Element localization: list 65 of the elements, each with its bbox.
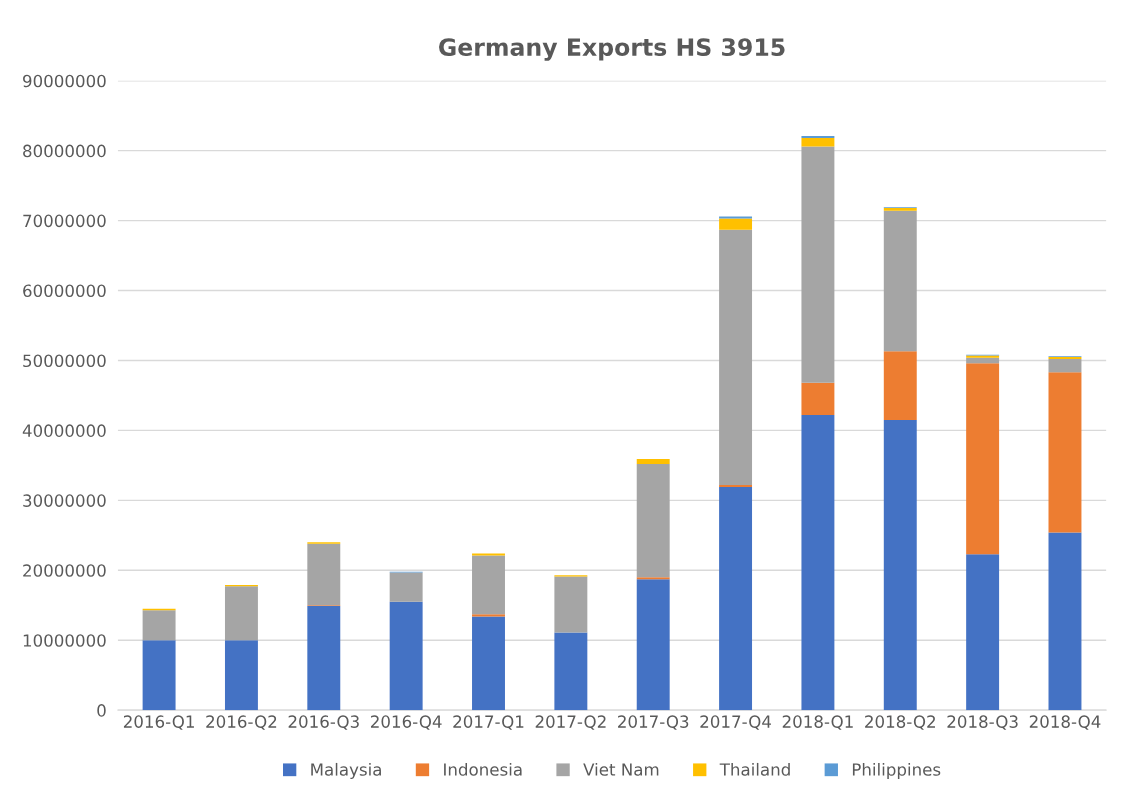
bar bbox=[883, 210, 917, 352]
y-tick-label: 40000000 bbox=[22, 424, 106, 437]
bar bbox=[1048, 359, 1082, 373]
bar bbox=[554, 576, 588, 633]
bar bbox=[883, 419, 917, 711]
bar bbox=[966, 554, 1000, 711]
legend-label: Philippines bbox=[852, 762, 941, 780]
bar bbox=[801, 382, 835, 416]
bar bbox=[389, 572, 423, 602]
bar bbox=[1048, 372, 1082, 533]
x-tick-label: 2016-Q1 bbox=[123, 715, 194, 730]
bar bbox=[801, 135, 835, 139]
x-tick-label: 2018-Q4 bbox=[1029, 715, 1101, 730]
y-tick-label: 30000000 bbox=[23, 494, 106, 507]
bar bbox=[883, 351, 917, 420]
y-tick-label: 20000000 bbox=[23, 564, 106, 577]
x-tick-label: 2016-Q3 bbox=[288, 715, 359, 730]
y-tick-label: 60000000 bbox=[23, 284, 106, 298]
bar bbox=[307, 605, 341, 711]
x-tick-label: 2017-Q3 bbox=[618, 715, 689, 730]
y-tick-label: 0 bbox=[97, 704, 106, 717]
bar bbox=[224, 586, 258, 641]
x-tick-label: 2018-Q1 bbox=[782, 715, 853, 730]
bar bbox=[719, 484, 753, 488]
bar bbox=[801, 138, 835, 147]
x-tick-label: 2017-Q1 bbox=[453, 715, 524, 730]
x-tick-label: 2017-Q4 bbox=[700, 715, 772, 730]
bar bbox=[636, 579, 670, 711]
legend-label: Viet Nam bbox=[583, 762, 659, 776]
y-tick-label: 80000000 bbox=[23, 144, 106, 158]
y-tick-label: 90000000 bbox=[23, 74, 106, 88]
legend-label: Malaysia bbox=[311, 762, 381, 780]
y-tick-label: 10000000 bbox=[23, 634, 106, 647]
x-tick-label: 2016-Q2 bbox=[206, 715, 277, 730]
bar bbox=[719, 229, 753, 485]
bar bbox=[1048, 532, 1082, 711]
x-tick-label: 2017-Q2 bbox=[535, 715, 606, 730]
bar bbox=[472, 614, 505, 617]
bar bbox=[224, 640, 258, 711]
bar bbox=[307, 543, 341, 606]
chart-title: Germany Exports HS 3915 bbox=[439, 38, 785, 61]
x-tick-label: 2016-Q4 bbox=[370, 715, 442, 730]
legend-label: Thailand bbox=[719, 762, 790, 776]
bar bbox=[719, 487, 753, 711]
bar bbox=[636, 459, 670, 464]
legend-label: Indonesia bbox=[444, 762, 522, 776]
bar bbox=[966, 363, 1000, 555]
bar bbox=[472, 555, 505, 615]
bar bbox=[636, 463, 670, 578]
y-tick-label: 70000000 bbox=[23, 214, 106, 228]
bar bbox=[636, 577, 670, 580]
bar bbox=[389, 601, 423, 711]
bar bbox=[719, 218, 753, 230]
x-tick-label: 2018-Q2 bbox=[865, 715, 935, 730]
bar bbox=[801, 146, 835, 383]
bar bbox=[472, 553, 505, 556]
bar bbox=[966, 357, 1000, 364]
y-tick-label: 50000000 bbox=[23, 354, 106, 368]
x-tick-label: 2018-Q3 bbox=[947, 715, 1018, 730]
bar bbox=[719, 216, 753, 219]
bar bbox=[142, 610, 176, 641]
bar bbox=[142, 640, 176, 711]
bar bbox=[554, 632, 588, 711]
bar bbox=[472, 616, 505, 711]
bar bbox=[801, 415, 835, 711]
